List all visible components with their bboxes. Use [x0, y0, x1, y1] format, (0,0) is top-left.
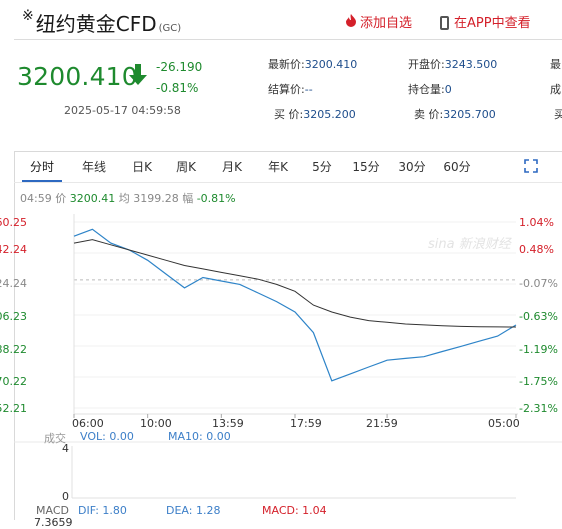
volume-tick: 4: [62, 442, 69, 455]
tab-monthly-k[interactable]: 月K: [222, 160, 242, 174]
y-right-tick: -0.63%: [519, 310, 558, 323]
price-change-pct: -0.81%: [156, 81, 199, 95]
instrument-code: (GC): [158, 23, 182, 34]
page-title: ※ 纽约黄金CFD (GC): [22, 8, 181, 37]
arrow-down-icon: [128, 64, 148, 90]
watermark: sina 新浪财经: [428, 236, 513, 252]
info-avg: 3199.28: [133, 192, 179, 205]
tab-fenshi[interactable]: 分时: [22, 152, 62, 182]
tab-30min[interactable]: 30分: [398, 160, 426, 174]
y-left-tick: 3188.22: [0, 343, 27, 356]
flame-icon: [342, 13, 360, 31]
quote-field-bid: 买 价:3205.200: [274, 108, 356, 121]
chart-panel: [14, 151, 562, 520]
tab-daily-k[interactable]: 日K: [132, 160, 152, 174]
title-mark: ※: [22, 8, 34, 24]
phone-icon: [440, 16, 449, 30]
quote-field-ask: 卖 价:3205.700: [414, 108, 496, 121]
info-avg-label: 均: [118, 192, 130, 205]
volume-value: VOL: 0.00: [80, 430, 134, 443]
header-divider: [14, 39, 562, 40]
x-tick: 13:59: [212, 417, 244, 430]
tab-year-line[interactable]: 年线: [81, 160, 106, 174]
volume-tick: 0: [62, 490, 69, 503]
tab-5min[interactable]: 5分: [312, 160, 332, 174]
y-left-tick: 3260.25: [0, 216, 27, 229]
tab-yearly-k[interactable]: 年K: [268, 160, 288, 174]
quote-field-high-clipped: 最: [550, 58, 561, 71]
average-price-line: [73, 239, 517, 328]
fullscreen-icon[interactable]: [524, 158, 538, 173]
macd-tick: 7.3659: [34, 516, 73, 529]
add-favorite-button[interactable]: 添加自选: [342, 12, 412, 31]
y-right-tick: -2.31%: [519, 402, 558, 415]
tab-60min[interactable]: 60分: [443, 160, 471, 174]
quote-field-bidvol-clipped: 买: [554, 108, 562, 121]
price-change: -26.190: [156, 60, 203, 74]
tabs-divider: [14, 182, 562, 183]
quote-field-last: 最新价:3200.410: [268, 58, 358, 71]
info-amp-label: 幅: [182, 192, 194, 205]
info-price: 3200.41: [69, 192, 116, 205]
quote-field-settle: 结算价:--: [268, 83, 313, 96]
macd-dea: DEA: 1.28: [166, 504, 221, 517]
volume-label: 成交: [44, 432, 66, 445]
x-tick: 10:00: [140, 417, 172, 430]
quote-datetime: 2025-05-17 04:59:58: [64, 104, 181, 117]
add-favorite-label: 添加自选: [360, 16, 413, 31]
macd-label: MACD: [36, 504, 69, 517]
y-left-tick: 3242.24: [0, 243, 27, 256]
y-right-tick: 1.04%: [519, 216, 554, 229]
info-time: 04:59: [20, 192, 52, 205]
info-amp: -0.81%: [196, 192, 236, 205]
quote-field-open-interest: 持仓量:0: [408, 83, 452, 96]
y-right-tick: 0.48%: [519, 243, 554, 256]
y-left-tick: 3170.22: [0, 375, 27, 388]
macd-value: MACD: 1.04: [262, 504, 327, 517]
open-app-label: 在APP中查看: [454, 16, 531, 31]
price-line: [73, 228, 517, 382]
y-right-tick: -1.75%: [519, 375, 558, 388]
open-app-button[interactable]: 在APP中查看: [440, 12, 531, 31]
tab-weekly-k[interactable]: 周K: [176, 160, 196, 174]
y-left-tick: 3224.24: [0, 277, 27, 290]
macd-dif: DIF: 1.80: [78, 504, 127, 517]
tab-15min[interactable]: 15分: [352, 160, 380, 174]
instrument-name: 纽约黄金CFD: [35, 12, 157, 36]
quote-field-open: 开盘价:3243.500: [408, 58, 498, 71]
y-left-tick: 3152.21: [0, 402, 27, 415]
last-price: 3200.410: [17, 62, 138, 91]
info-price-label: 价: [55, 192, 67, 205]
y-right-tick: -1.19%: [519, 343, 558, 356]
x-tick: 17:59: [290, 417, 322, 430]
x-tick: 21:59: [366, 417, 398, 430]
volume-ma10: MA10: 0.00: [168, 430, 231, 443]
info-bar: 04:59 价 3200.41 均 3199.28 幅 -0.81%: [20, 190, 236, 206]
x-tick: 05:00: [488, 417, 520, 430]
x-tick: 06:00: [72, 417, 104, 430]
y-left-tick: 3206.23: [0, 310, 27, 323]
y-right-tick: -0.07%: [519, 277, 558, 290]
quote-field-volume-clipped: 成: [550, 83, 561, 96]
